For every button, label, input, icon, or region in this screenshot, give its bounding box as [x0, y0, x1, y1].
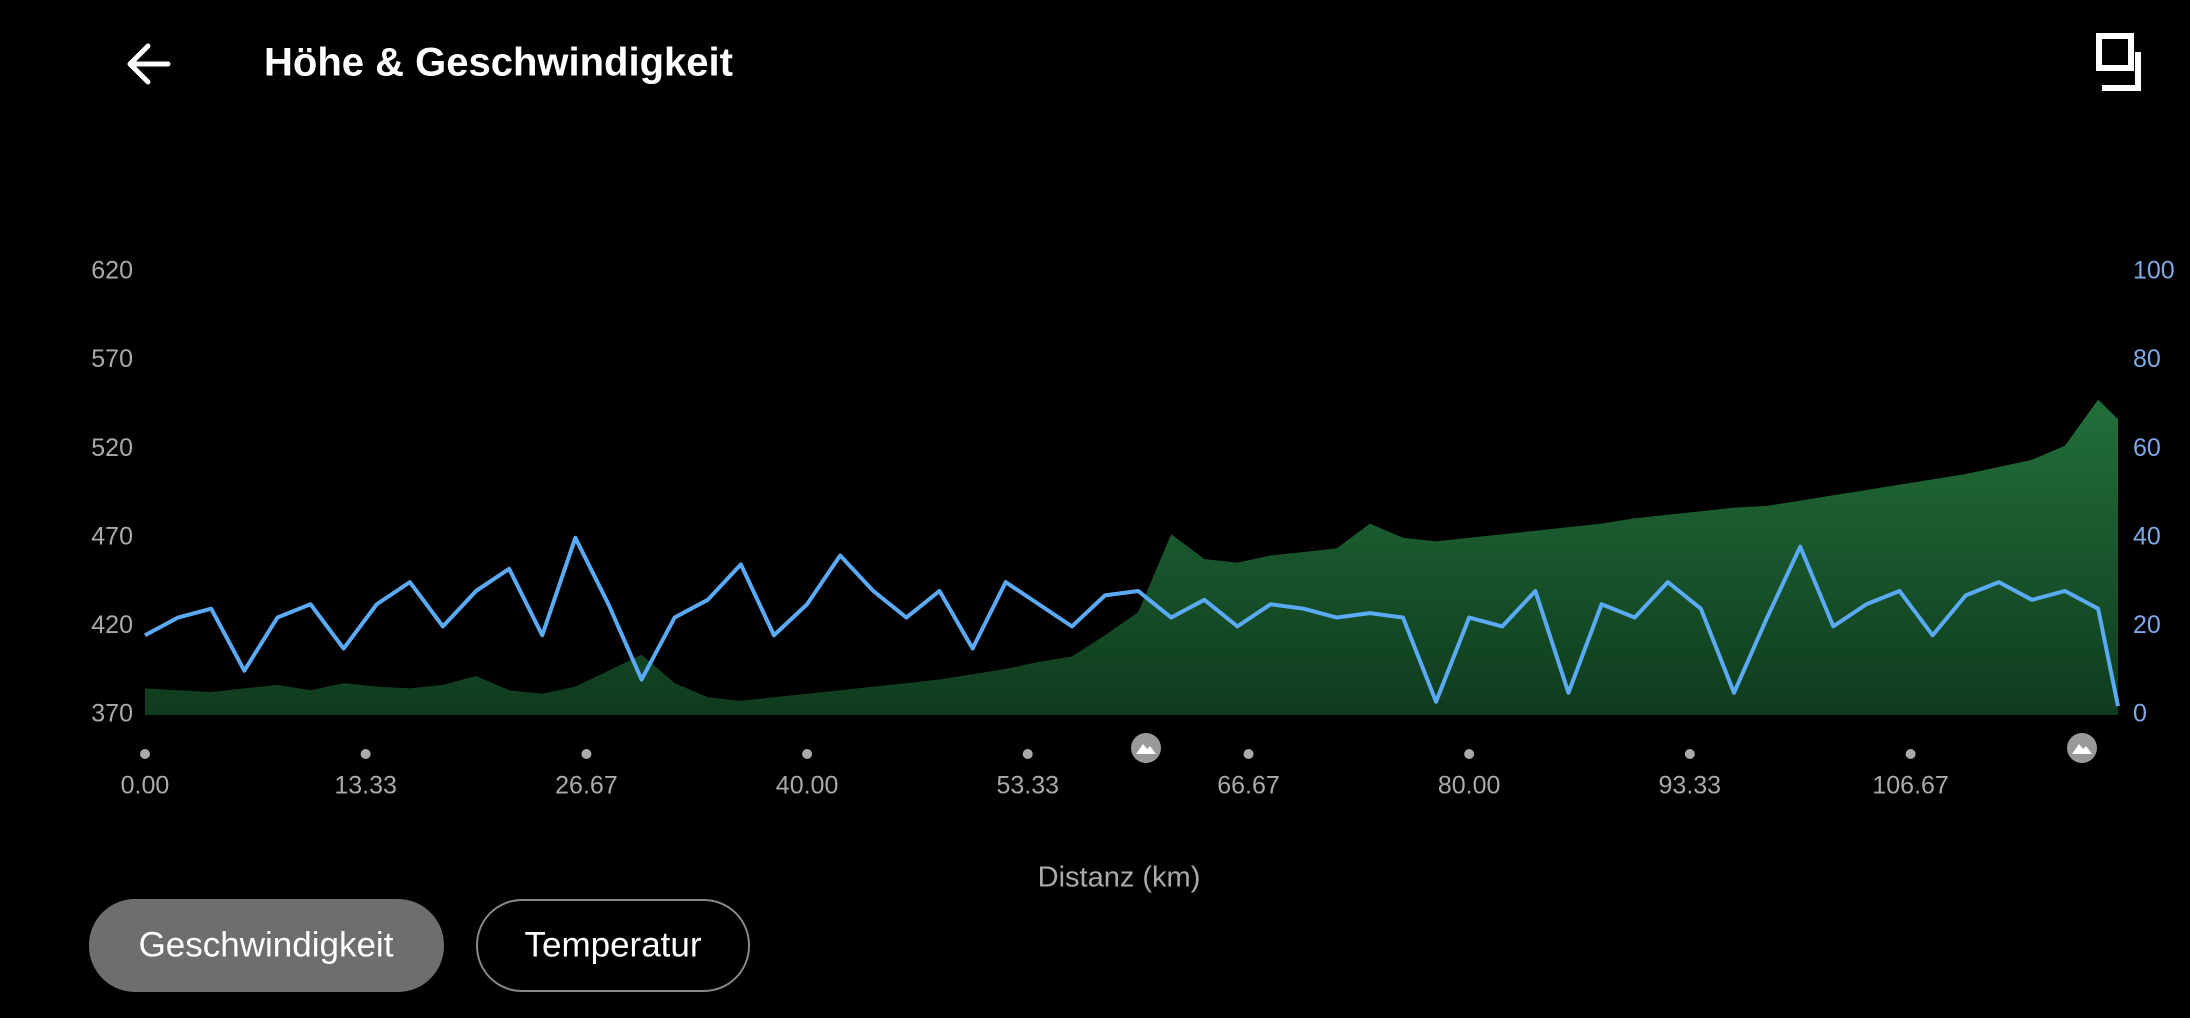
x-tick-mark: [360, 749, 371, 759]
elevation-area: [145, 399, 2118, 715]
x-tick-label: 106.67: [1872, 772, 1948, 800]
y2-tick-label: 100: [2133, 257, 2175, 285]
x-tick-label: 40.00: [776, 772, 839, 800]
x-tick-mark: [581, 749, 592, 759]
y2-tick-label: 80: [2133, 345, 2161, 373]
x-tick-mark: [1905, 749, 1916, 759]
x-tick-mark: [1464, 749, 1475, 759]
x-tick-label: 80.00: [1438, 772, 1501, 800]
x-tick-label: 26.67: [555, 772, 618, 800]
button-label: Geschwindigkeit: [139, 925, 394, 964]
x-tick-label: 0.00: [121, 772, 170, 800]
x-tick-mark: [802, 749, 813, 759]
x-tick-label: 66.67: [1217, 772, 1280, 800]
button-label: Temperatur: [524, 925, 701, 964]
y-tick-label: 570: [91, 345, 133, 373]
y-tick-label: 470: [91, 522, 133, 550]
x-axis-label: Distanz (km): [1038, 862, 1201, 894]
summit-icon: [2067, 733, 2097, 763]
y2-tick-label: 40: [2133, 522, 2161, 550]
y2-tick-label: 60: [2133, 434, 2161, 462]
x-tick-label: 53.33: [996, 772, 1059, 800]
y-tick-label: 370: [91, 700, 133, 728]
title: Höhe & Geschwindigkeit: [264, 41, 733, 85]
x-tick-mark: [140, 749, 150, 759]
fullscreen-button[interactable]: [2096, 33, 2141, 91]
x-tick-mark: [1684, 749, 1695, 759]
y2-tick-label: 0: [2133, 700, 2147, 728]
x-tick-mark: [1243, 749, 1254, 759]
y-tick-label: 520: [91, 434, 133, 462]
x-tick-mark: [1022, 749, 1033, 759]
x-tick-label: 13.33: [334, 772, 397, 800]
speed-line: [144, 535, 2120, 707]
button[interactable]: Geschwindigkeit: [89, 899, 444, 992]
back-button[interactable]: [127, 43, 171, 85]
y-tick-label: 420: [91, 611, 133, 639]
y2-tick-label: 20: [2133, 611, 2161, 639]
y-tick-label: 620: [91, 257, 133, 285]
x-tick-label: 93.33: [1659, 772, 1722, 800]
summit-icon: [1131, 733, 1161, 763]
button[interactable]: Temperatur: [476, 899, 750, 992]
